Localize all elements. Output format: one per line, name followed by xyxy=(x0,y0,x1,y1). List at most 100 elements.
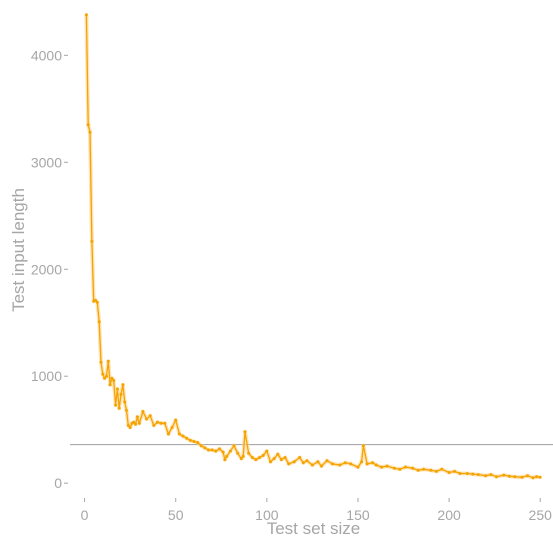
data-point xyxy=(90,239,94,243)
data-point xyxy=(250,456,254,459)
x-tick-label: 200 xyxy=(437,507,461,523)
data-point xyxy=(174,418,178,422)
data-point xyxy=(316,460,320,464)
data-point xyxy=(141,410,145,413)
data-point xyxy=(434,469,438,473)
data-point xyxy=(101,372,105,376)
data-point xyxy=(325,459,329,463)
x-tick-label: 0 xyxy=(81,507,89,523)
data-point xyxy=(476,473,480,477)
data-point xyxy=(106,359,110,363)
data-point xyxy=(398,467,402,471)
data-point xyxy=(360,460,364,464)
series-line xyxy=(85,14,541,479)
y-tick-label: 0 xyxy=(54,475,62,491)
data-point xyxy=(502,473,506,477)
data-point xyxy=(258,456,262,459)
data-point xyxy=(128,426,132,429)
data-point xyxy=(261,453,265,457)
data-point xyxy=(236,451,240,455)
data-point xyxy=(181,434,185,438)
data-point xyxy=(123,400,127,404)
data-point xyxy=(207,448,210,452)
data-point xyxy=(135,415,139,419)
data-point xyxy=(95,300,99,304)
data-point xyxy=(265,449,269,453)
data-point xyxy=(159,421,163,425)
data-point xyxy=(203,446,207,450)
data-point xyxy=(305,459,309,463)
data-point xyxy=(489,473,493,477)
data-point xyxy=(484,474,488,478)
data-point xyxy=(97,320,101,324)
data-point xyxy=(185,436,189,440)
data-point xyxy=(232,444,236,448)
data-point xyxy=(105,374,108,378)
data-point xyxy=(177,432,181,436)
x-axis-ticks: 0 50 100 150 200 250 xyxy=(81,498,552,523)
y-axis-ticks: 0 1000 2000 3000 4000 xyxy=(31,47,68,491)
data-point xyxy=(170,426,174,429)
data-point xyxy=(471,472,475,476)
data-point xyxy=(225,454,229,458)
data-point xyxy=(241,454,245,458)
data-point xyxy=(117,406,121,410)
data-point xyxy=(152,423,156,427)
data-point xyxy=(210,448,214,452)
data-point xyxy=(228,449,232,453)
data-point xyxy=(385,464,389,468)
y-axis-label: Test input length xyxy=(9,188,28,312)
data-point xyxy=(239,457,243,461)
data-point xyxy=(531,476,535,480)
data-point xyxy=(422,467,426,471)
data-point xyxy=(465,472,469,475)
data-point xyxy=(331,462,334,466)
data-point xyxy=(380,465,384,469)
data-point xyxy=(371,461,375,465)
data-point xyxy=(349,462,353,466)
data-point xyxy=(343,461,347,465)
data-point xyxy=(447,471,451,474)
data-point xyxy=(148,414,152,418)
x-axis-label: Test set size xyxy=(267,519,361,538)
data-point xyxy=(115,387,119,391)
y-tick-label: 1000 xyxy=(31,368,62,384)
data-point xyxy=(458,472,462,475)
data-point xyxy=(88,130,92,134)
data-point xyxy=(119,392,123,396)
data-point xyxy=(374,463,378,467)
data-point xyxy=(272,457,276,461)
data-point xyxy=(283,456,287,459)
y-tick-label: 3000 xyxy=(31,154,62,170)
data-point xyxy=(199,444,203,448)
data-point xyxy=(192,440,196,443)
data-point xyxy=(223,458,227,462)
data-point xyxy=(247,451,251,455)
data-point xyxy=(214,449,218,453)
data-point xyxy=(310,463,314,467)
data-point xyxy=(126,423,130,427)
data-point xyxy=(132,420,136,424)
data-point xyxy=(507,474,511,478)
data-point xyxy=(108,383,112,387)
data-point xyxy=(292,460,296,464)
data-point xyxy=(403,465,407,469)
data-point xyxy=(298,456,302,459)
data-point xyxy=(221,450,225,454)
x-tick-label: 100 xyxy=(255,507,279,523)
x-tick-label: 250 xyxy=(529,507,553,523)
data-point xyxy=(110,376,114,380)
data-point xyxy=(243,430,247,434)
series-group xyxy=(84,13,542,480)
data-point xyxy=(145,417,149,421)
data-point xyxy=(520,475,524,479)
data-point xyxy=(411,466,415,470)
x-tick-label: 150 xyxy=(346,507,370,523)
data-point xyxy=(513,475,517,479)
data-point xyxy=(269,460,272,464)
data-point xyxy=(416,468,420,472)
data-point xyxy=(134,422,138,426)
data-point xyxy=(112,379,116,382)
data-point xyxy=(218,447,221,451)
